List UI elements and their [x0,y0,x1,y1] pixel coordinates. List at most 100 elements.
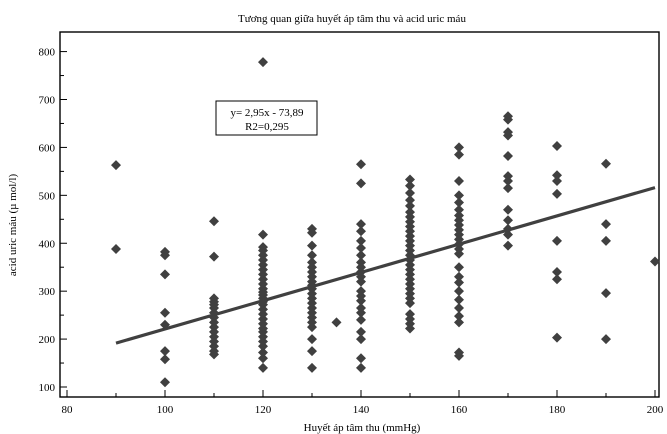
data-point [454,248,464,259]
data-point [356,362,366,373]
y-tick-label: 300 [39,286,56,298]
trendline [115,186,656,345]
data-point [160,307,170,318]
data-point [258,229,268,240]
data-point [454,197,464,208]
data-point [503,175,513,186]
data-point [454,302,464,313]
data-point [454,277,464,288]
data-point [356,219,366,230]
data-point [552,140,562,151]
data-point [356,295,366,306]
data-point [209,216,219,227]
data-point [258,57,268,68]
data-point [160,354,170,365]
r2-label: R2=0,295 [245,121,289,133]
data-point [405,298,415,309]
data-point [356,314,366,325]
x-tick-label: 140 [353,404,370,416]
data-point [356,178,366,189]
chart-title: Tương quan giữa huyết áp tâm thu và acid… [238,13,466,25]
data-point [160,250,170,261]
data-point [503,130,513,141]
data-point [650,256,660,267]
x-tick-label: 180 [549,404,566,416]
data-point [552,332,562,343]
data-point [356,276,366,287]
data-point [552,274,562,285]
data-point [307,334,317,345]
y-tick-label: 500 [39,190,56,202]
y-tick-label: 100 [39,382,56,394]
data-point [307,227,317,238]
data-point [454,317,464,328]
data-point [307,346,317,357]
data-point [552,235,562,246]
axes: 80 100 120 140 160 180 200 100 200 300 400 500 600 70… [39,31,664,416]
data-point [454,175,464,186]
plot-frame [59,31,660,398]
x-tick-label: 200 [647,404,664,416]
data-point [454,262,464,273]
data-point [356,250,366,261]
data-point [405,174,415,185]
x-tick-label: 160 [451,404,468,416]
data-point [503,151,513,162]
data-point [601,158,611,169]
data-point [307,250,317,261]
data-point [356,226,366,237]
data-point [405,187,415,198]
data-point [454,149,464,160]
data-point [111,244,121,254]
data-point [405,180,415,191]
data-point [552,170,562,181]
data-point [331,317,342,328]
data-point [160,269,170,280]
data-point [454,311,464,322]
data-point [111,160,121,171]
data-point [356,326,366,337]
data-point [454,350,464,361]
data-point [552,188,562,199]
x-tick-label: 80 [62,404,74,416]
y-tick-label: 800 [39,47,56,59]
data-point [209,349,219,360]
y-tick-label: 400 [39,238,56,250]
data-point [356,159,366,170]
data-point [258,341,268,352]
y-tick-label: 600 [39,142,56,154]
data-point [552,267,562,277]
data-point [503,215,513,226]
data-point [307,322,317,333]
x-axis-label: Huyết áp tâm thu (mmHg) [304,422,421,434]
data-point [454,294,464,305]
data-point [356,307,366,318]
data-point [503,204,513,215]
x-tick-label: 120 [255,404,272,416]
x-tick-label: 100 [157,404,174,416]
y-tick-label: 700 [39,95,56,107]
data-point [258,362,268,373]
data-point [503,114,513,125]
data-point [258,347,268,358]
data-point [601,219,611,230]
data-point [503,240,513,251]
y-axis-label: acid uric máu (µ mol/l) [7,174,19,277]
data-point [258,353,268,364]
data-point [503,183,513,194]
data-point [356,353,366,364]
data-point [454,271,464,282]
data-point [601,235,611,246]
data-point [454,142,464,153]
data-point [307,362,317,373]
data-point [552,175,562,186]
data-point [601,334,611,345]
data-point [405,200,415,211]
data-point [160,377,170,388]
data-point [356,334,366,345]
data-point [601,288,611,299]
data-point [454,286,464,297]
data-point [307,240,317,251]
data-point [209,251,219,262]
